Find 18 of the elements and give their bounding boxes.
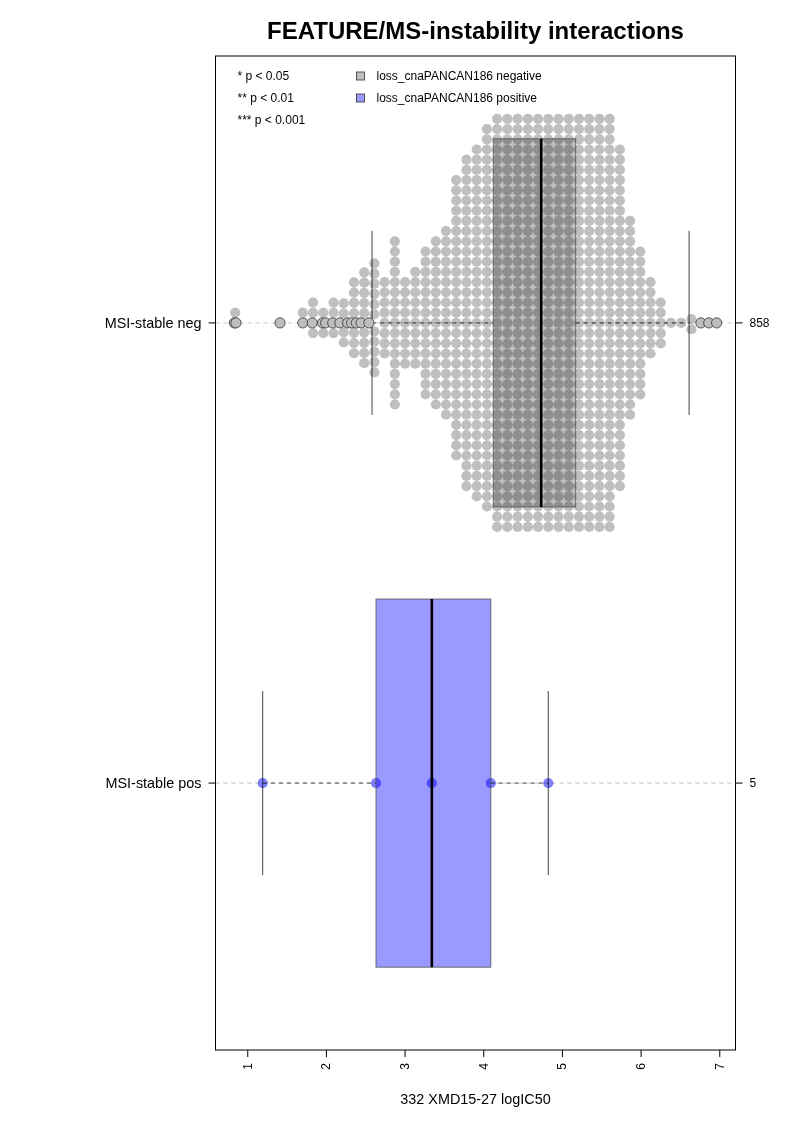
x-tick-label: 7 — [712, 1062, 727, 1070]
annotation: ** p < 0.01 — [237, 91, 295, 105]
x-tick-label: 2 — [319, 1062, 334, 1070]
chart-title: FEATURE/MS-instability interactions — [267, 17, 684, 44]
annotation: * p < 0.05 — [237, 69, 290, 83]
x-tick-label: 6 — [634, 1062, 649, 1070]
y2-tick-label: 858 — [749, 315, 770, 330]
legend-label: loss_cnaPANCAN186 negative — [376, 69, 543, 83]
y2-tick-label: 5 — [749, 776, 757, 791]
x-tick-label: 3 — [398, 1062, 413, 1070]
annotation: *** p < 0.001 — [237, 113, 306, 127]
x-axis-title: 332 XMD15-27 logIC50 — [400, 1091, 551, 1107]
y-tick-label: MSI-stable neg — [104, 314, 202, 331]
legend-label: loss_cnaPANCAN186 positive — [376, 91, 538, 105]
y-tick-label: MSI-stable pos — [105, 775, 202, 792]
x-tick-label: 4 — [476, 1062, 491, 1070]
x-tick-label: 1 — [240, 1062, 255, 1070]
x-tick-label: 5 — [555, 1062, 570, 1070]
